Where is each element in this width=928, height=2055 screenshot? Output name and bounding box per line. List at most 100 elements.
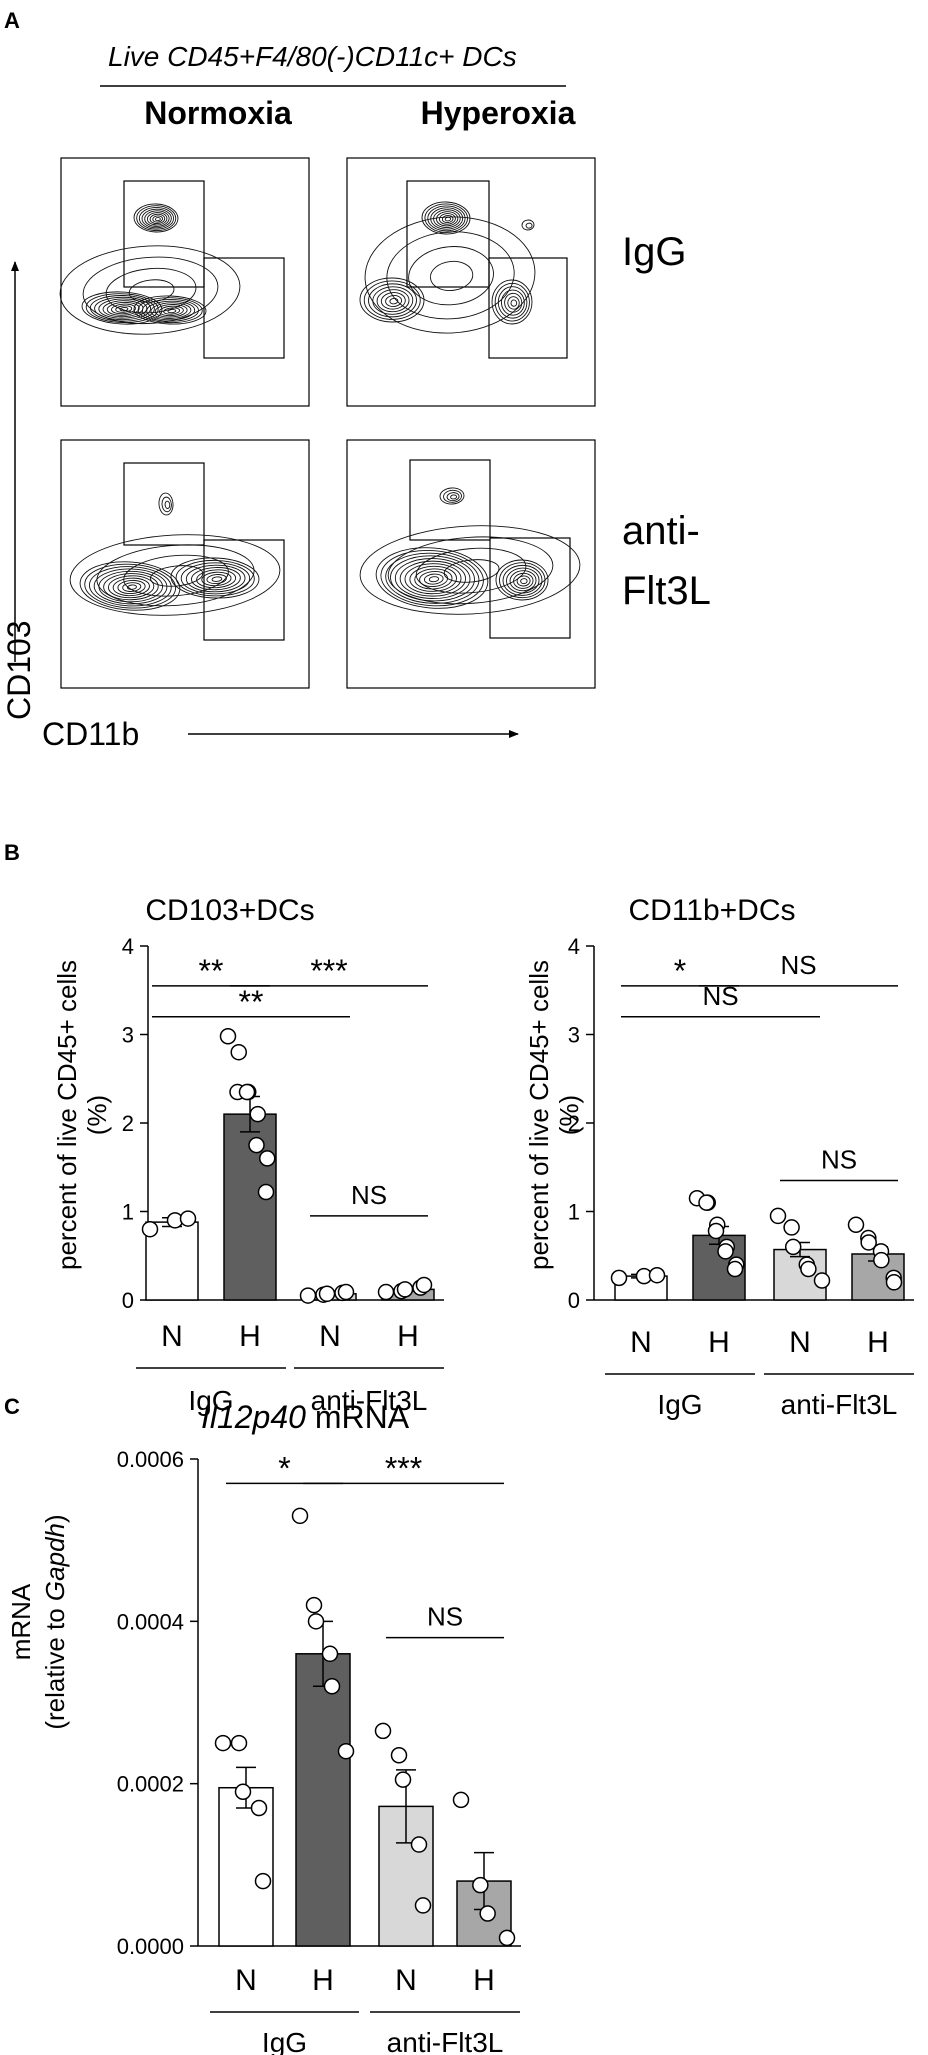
cd11b-chart-ylabel-unit: (%) [554, 1095, 584, 1135]
contour-population [158, 492, 174, 516]
y-tick-label: 4 [568, 934, 580, 959]
data-point [784, 1238, 802, 1256]
significance-label: *** [385, 1450, 422, 1486]
data-point [230, 1043, 247, 1061]
data-point [610, 1269, 628, 1287]
contour-line [441, 215, 454, 224]
x-category-label: H [239, 1320, 261, 1353]
x-category-label: N [161, 1320, 183, 1353]
contour-line [81, 291, 163, 325]
contour-line [137, 297, 203, 324]
data-point [717, 1243, 734, 1260]
contour-line [359, 525, 581, 615]
contour-population [81, 291, 163, 325]
contour-line [105, 267, 197, 314]
data-point [726, 1260, 744, 1278]
contour-line [106, 301, 140, 316]
contour-line [82, 256, 219, 325]
gate-title: Live CD45+F4/80(-)CD11c+ DCs [108, 41, 517, 72]
contour-line [394, 558, 471, 599]
significance-label: NS [427, 1602, 463, 1632]
x-category-label: N [789, 1326, 811, 1359]
contour-line [376, 289, 410, 313]
contour-line [170, 557, 260, 599]
contour-line [390, 555, 475, 602]
data-point [374, 1722, 392, 1740]
x-category-label: H [867, 1326, 889, 1359]
gate-cd11b [488, 257, 568, 359]
contour-line [196, 569, 237, 589]
contour-line [96, 544, 255, 607]
il12-title-italic: Il12p40 [201, 1399, 306, 1435]
contour-line [59, 245, 241, 335]
contour-line [510, 299, 518, 307]
contour-population [491, 279, 533, 325]
data-point [394, 1771, 412, 1788]
gate-cd103 [406, 180, 490, 288]
data-point [321, 1645, 339, 1663]
contour-line [112, 577, 150, 597]
significance-label: NS [351, 1180, 387, 1210]
contour-line [446, 492, 460, 502]
contour-line [415, 547, 527, 594]
contour-population [521, 219, 535, 231]
il12-chart-title: Il12p40 mRNA [201, 1399, 410, 1435]
cd103-axis-label: CD103 [1, 620, 37, 720]
data-point [259, 1150, 276, 1167]
contour-line [180, 562, 251, 595]
contour-line [414, 568, 453, 590]
row-label-igg: IgG [622, 230, 686, 274]
data-point [410, 1836, 428, 1853]
data-point [390, 1747, 408, 1764]
y-tick-label: 3 [122, 1023, 134, 1048]
contour-line [111, 303, 136, 315]
contour-line [387, 536, 554, 605]
group-label: IgG [262, 2027, 307, 2055]
contour-line [158, 492, 174, 516]
contour-line [98, 298, 148, 319]
data-point [250, 1799, 268, 1817]
contour-line [154, 304, 188, 318]
y-tick-label: 0.0006 [117, 1447, 184, 1472]
contour-line [138, 206, 175, 230]
bar [295, 1653, 351, 1947]
significance-label: * [278, 1450, 290, 1486]
y-tick-label: 1 [122, 1200, 134, 1225]
contour-population [133, 295, 207, 325]
data-point [648, 1266, 666, 1284]
data-point [498, 1929, 516, 1947]
data-point [337, 1283, 355, 1301]
col-label-normoxia: Normoxia [144, 95, 292, 131]
data-point [248, 1136, 265, 1154]
contour-line [161, 496, 172, 513]
contour-line [149, 213, 166, 225]
x-category-label: H [473, 1964, 495, 1997]
gate-cd103 [123, 180, 205, 288]
data-point [141, 1220, 159, 1238]
contour-line [421, 201, 471, 235]
contour-line [133, 203, 179, 233]
contour-line [359, 277, 425, 323]
contour-line [389, 297, 399, 305]
contour-line [438, 213, 456, 225]
group-label: IgG [657, 1389, 702, 1420]
contour-line [450, 494, 458, 500]
contour-line [516, 575, 531, 587]
data-point [234, 1783, 252, 1801]
data-point [305, 1596, 323, 1614]
contour-line [495, 559, 549, 601]
contour-line [69, 534, 281, 616]
contour-line [504, 292, 523, 313]
contour-line [175, 559, 255, 597]
contour-population [133, 203, 179, 233]
x-category-label: N [319, 1320, 341, 1353]
group-label: anti-Flt3L [311, 1385, 428, 1416]
il12-chart-ylabel-unit: (relative to Gapdh) [40, 1514, 70, 1729]
contour-line [509, 570, 537, 592]
group-label: anti-Flt3L [781, 1389, 898, 1420]
x-category-label: H [397, 1320, 419, 1353]
significance-label: ** [239, 984, 264, 1020]
contour-line [404, 563, 462, 595]
data-point [415, 1276, 433, 1294]
